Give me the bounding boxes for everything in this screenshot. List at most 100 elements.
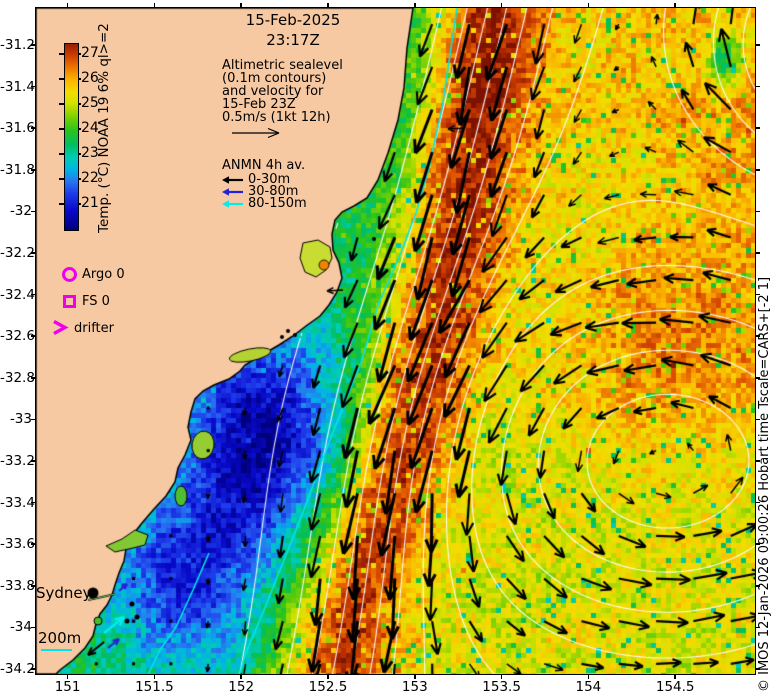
anmn-entry-label: 80-150m [248, 196, 307, 211]
anmn-legend-title: ANMN 4h av. [222, 158, 306, 173]
anmn-entry-30-80m: 30-80m [222, 184, 307, 199]
colorbar-tick-mark [59, 53, 64, 55]
y-axis-tick-label: -34 [9, 619, 32, 636]
colorbar-tick-mark [59, 103, 64, 105]
x-axis-tick-label: 154.5 [655, 679, 695, 695]
axis-tick-mark [755, 127, 760, 129]
x-axis-tick-label: 151.5 [135, 679, 174, 695]
axis-tick-mark [755, 252, 760, 254]
axis-tick-mark [755, 44, 760, 46]
colorbar-tick-mark [78, 78, 81, 80]
axis-tick-mark [240, 3, 242, 8]
drifter-marker-icon [53, 320, 69, 335]
colorbar-tick-label: 24 [81, 120, 99, 136]
axis-tick-mark [674, 3, 676, 8]
axis-tick-mark [755, 543, 760, 545]
y-axis-tick-label: -33.4 [0, 494, 35, 511]
sst-map-canvas[interactable] [36, 8, 755, 674]
axis-tick-mark [755, 626, 760, 629]
axis-tick-mark [31, 252, 36, 254]
axis-tick-mark [414, 3, 416, 8]
axis-tick-mark [755, 169, 760, 171]
axis-tick-mark [240, 674, 242, 679]
axis-tick-mark [755, 85, 760, 88]
map-title: 15-Feb-2025 23:17Z [198, 10, 388, 50]
city-label-sydney: Sydney [36, 584, 92, 602]
colorbar-tick-mark [59, 128, 64, 130]
annotation-line: and velocity for [222, 83, 324, 99]
axis-tick-mark [31, 501, 36, 504]
y-axis-tick-label: -32.4 [0, 286, 35, 303]
axis-tick-mark [31, 460, 36, 462]
axis-tick-mark [31, 626, 36, 629]
anmn-entry-0-30m: 0-30m [222, 172, 307, 187]
blue-arrow-icon [222, 188, 243, 196]
axis-tick-mark [31, 377, 36, 379]
axis-tick-mark [153, 3, 156, 8]
y-axis-tick-label: -32 [9, 203, 32, 220]
colorbar-tick-mark [59, 178, 64, 180]
black-arrow-icon [222, 176, 243, 184]
axis-tick-mark [327, 674, 329, 679]
y-axis-tick-label: -33 [9, 411, 32, 428]
y-axis-tick-label: -34.2 [0, 661, 35, 678]
axis-tick-mark [31, 169, 36, 171]
axis-tick-mark [755, 585, 760, 587]
axis-tick-mark [755, 668, 760, 670]
y-axis-tick-label: -32.6 [0, 328, 35, 345]
temperature-colorbar [64, 43, 79, 231]
colorbar-tick-label: 23 [81, 145, 99, 161]
isobath-200m-label: 200m [38, 629, 82, 647]
drifter-label: drifter [74, 321, 114, 336]
y-axis-tick-label: -31.2 [0, 37, 35, 54]
axis-tick-mark [414, 674, 416, 679]
colorbar-tick-mark [78, 53, 81, 55]
axis-tick-mark [755, 377, 760, 379]
x-axis-tick-label: 153.5 [482, 679, 521, 695]
axis-tick-mark [674, 674, 676, 679]
axis-tick-mark [31, 293, 36, 296]
anmn-entry-label: 30-80m [248, 184, 299, 199]
isobath-200m-sample-line [41, 649, 72, 651]
credit-text: © IMOS 12-Jan-2026 09:00:26 Hobart time … [757, 276, 772, 692]
axis-tick-mark [31, 335, 36, 337]
velocity-scale-arrow [232, 127, 280, 139]
axis-tick-mark [31, 44, 36, 46]
plot-frame [35, 7, 756, 675]
colorbar-tick-label: 25 [81, 95, 99, 111]
fs-label: FS 0 [82, 294, 110, 309]
axis-tick-mark [500, 3, 503, 8]
annotation-line: 15-Feb 23Z [222, 96, 296, 112]
axis-tick-mark [500, 674, 503, 679]
y-axis-tick-label: -31.8 [0, 161, 35, 178]
axis-tick-mark [31, 585, 36, 587]
annotation-line: Altimetric sealevel [222, 58, 343, 73]
colorbar-tick-mark [59, 203, 64, 205]
colorbar-tick-mark [78, 203, 81, 205]
annotation-line: (0.1m contours) [222, 70, 327, 86]
axis-tick-mark [587, 674, 590, 679]
y-axis-tick-label: -33.2 [0, 453, 35, 470]
axis-tick-mark [755, 335, 760, 337]
y-axis-tick-label: -33.8 [0, 577, 35, 594]
axis-tick-mark [31, 418, 36, 421]
axis-tick-mark [327, 3, 329, 8]
anmn-entry-label: 0-30m [248, 172, 291, 187]
colorbar-tick-mark [59, 153, 64, 155]
colorbar-tick-mark [78, 153, 81, 155]
annotation-block: Altimetric sealevel (0.1m contours) and … [222, 58, 343, 125]
map-time: 23:17Z [266, 31, 320, 49]
x-axis-tick-label: 151 [54, 679, 81, 695]
colorbar-tick-label: 26 [81, 70, 99, 86]
axis-tick-mark [755, 460, 760, 462]
x-axis-tick-label: 152 [228, 679, 255, 695]
x-axis-tick-label: 152.5 [308, 679, 348, 695]
axis-tick-mark [755, 210, 760, 213]
axis-tick-mark [755, 501, 760, 504]
colorbar-tick-label: 22 [81, 170, 99, 186]
axis-tick-mark [31, 543, 36, 545]
fs-marker-icon [63, 295, 76, 308]
y-axis-tick-label: -32.2 [0, 245, 35, 262]
colorbar-tick-mark [78, 128, 81, 130]
